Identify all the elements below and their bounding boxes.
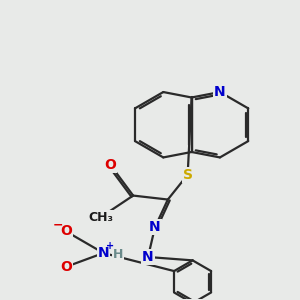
Text: CH₃: CH₃ [88,211,113,224]
Text: O: O [60,224,72,238]
Text: N: N [98,246,109,260]
Text: H: H [113,248,124,260]
Text: O: O [104,158,116,172]
Text: N: N [142,250,154,264]
Text: S: S [183,168,193,182]
Text: −: − [53,218,64,231]
Text: O: O [60,260,72,274]
Text: +: + [106,242,114,251]
Text: N: N [149,220,161,234]
Text: N: N [214,85,226,99]
